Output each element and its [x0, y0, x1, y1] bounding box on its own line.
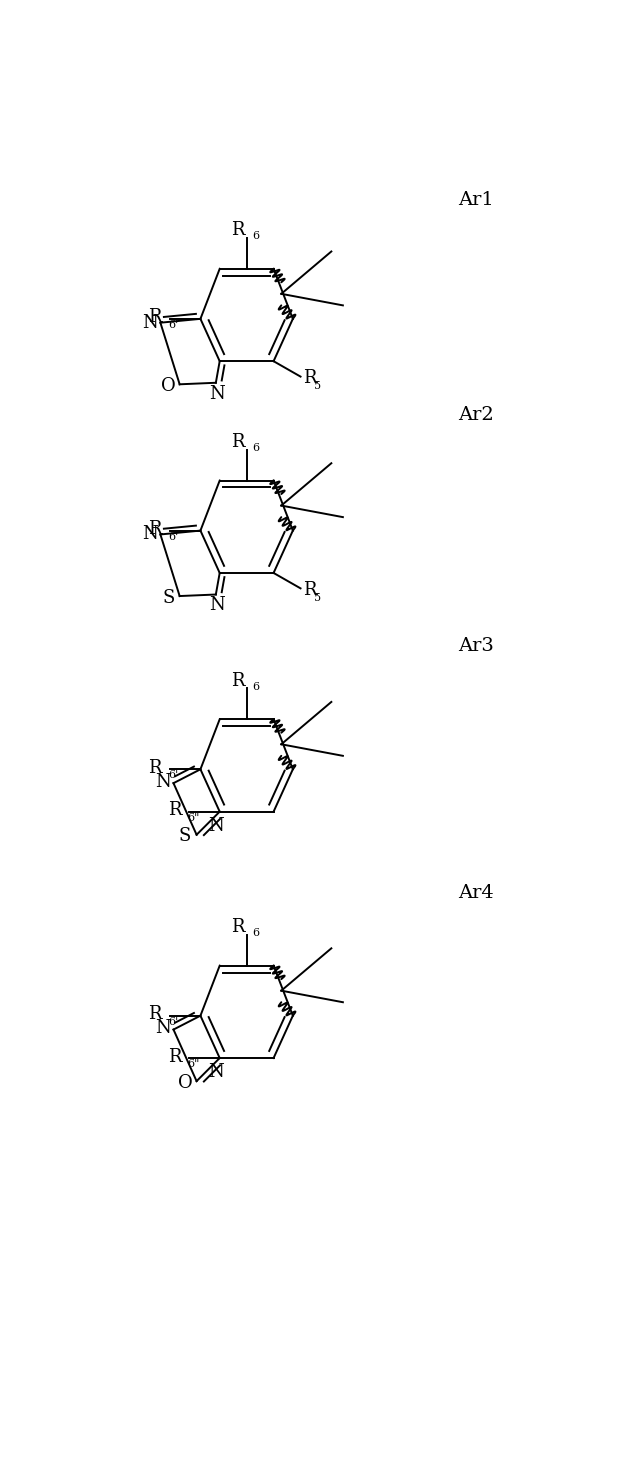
Text: R: R	[148, 759, 162, 776]
Text: R: R	[231, 919, 244, 936]
Text: 5: 5	[314, 381, 321, 391]
Text: S: S	[179, 828, 191, 845]
Text: R: R	[231, 222, 244, 240]
Text: R: R	[303, 369, 316, 387]
Text: N: N	[209, 385, 225, 403]
Text: O: O	[162, 376, 176, 395]
Text: 6: 6	[252, 444, 259, 453]
Text: 6': 6'	[168, 320, 178, 329]
Text: 6: 6	[252, 682, 259, 692]
Text: Ar1: Ar1	[459, 191, 494, 209]
Text: N: N	[155, 1019, 170, 1036]
Text: N: N	[208, 1063, 224, 1080]
Text: 6: 6	[252, 929, 259, 938]
Text: Ar2: Ar2	[459, 406, 494, 425]
Text: S: S	[163, 588, 175, 607]
Text: 6": 6"	[188, 813, 200, 823]
Text: N: N	[155, 773, 170, 791]
Text: R: R	[148, 520, 162, 538]
Text: R: R	[231, 434, 244, 451]
Text: R: R	[303, 581, 316, 598]
Text: O: O	[177, 1073, 193, 1092]
Text: R: R	[168, 801, 181, 819]
Text: R: R	[148, 309, 162, 326]
Text: Ar4: Ar4	[459, 883, 494, 901]
Text: 6': 6'	[168, 1017, 178, 1028]
Text: R: R	[168, 1048, 181, 1066]
Text: 5: 5	[314, 592, 321, 603]
Text: Ar3: Ar3	[459, 637, 494, 656]
Text: 6': 6'	[168, 532, 178, 542]
Text: N: N	[208, 816, 224, 835]
Text: N: N	[142, 313, 158, 332]
Text: 6': 6'	[168, 770, 178, 781]
Text: R: R	[231, 672, 244, 689]
Text: N: N	[142, 525, 158, 544]
Text: 6: 6	[252, 231, 259, 241]
Text: R: R	[148, 1005, 162, 1023]
Text: N: N	[209, 597, 225, 614]
Text: 6": 6"	[188, 1060, 200, 1069]
